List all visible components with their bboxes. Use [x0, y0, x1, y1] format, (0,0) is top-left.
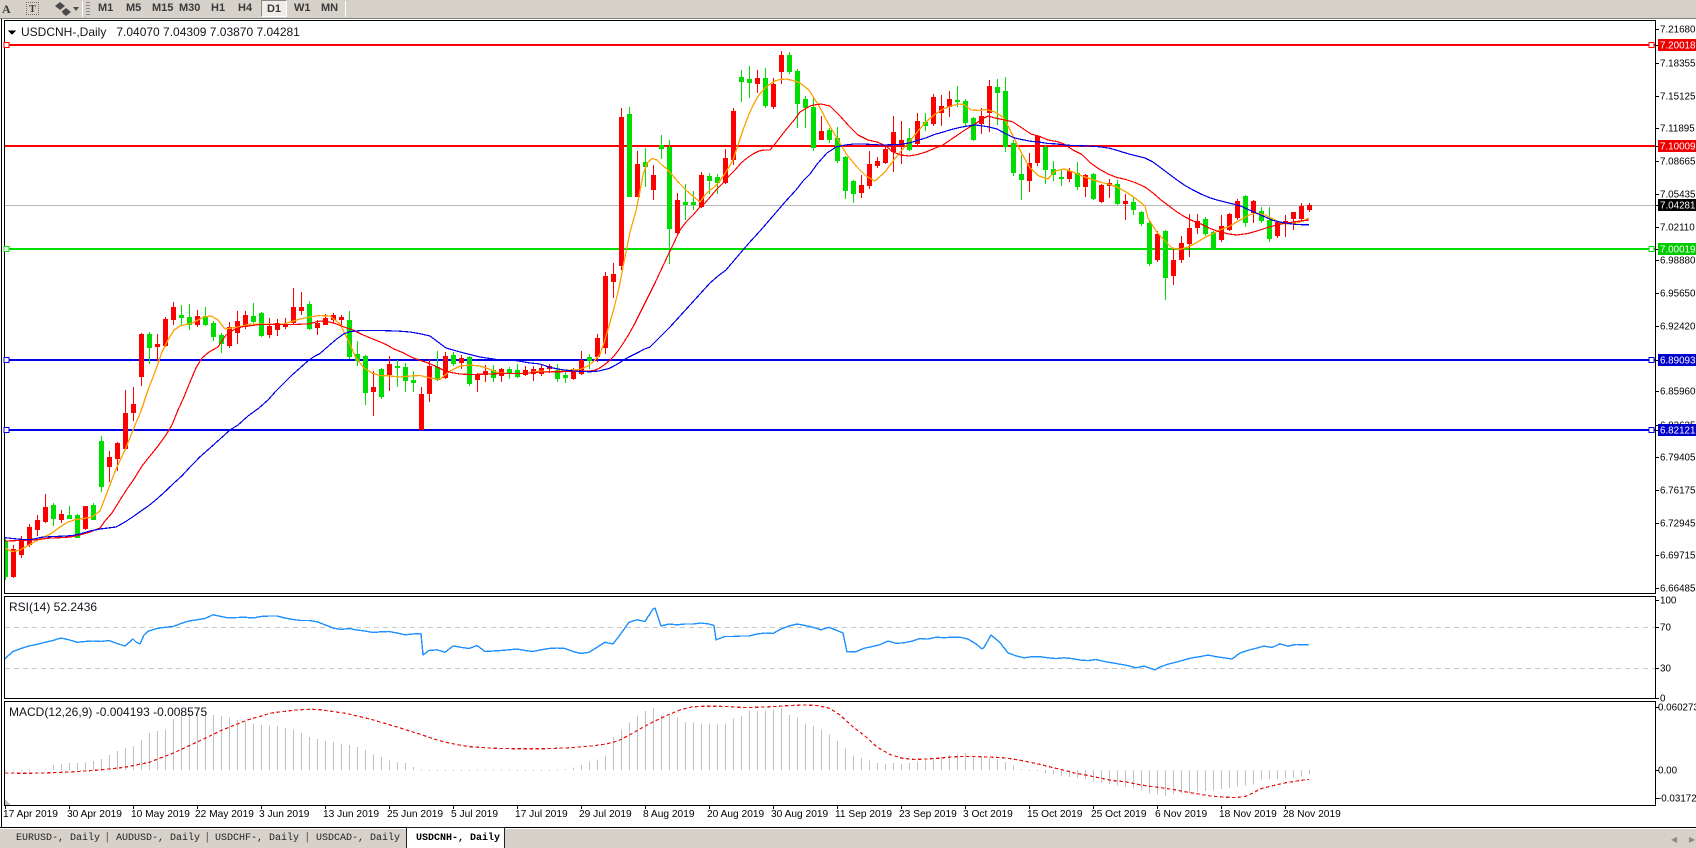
svg-text:18 Nov 2019: 18 Nov 2019 — [1219, 809, 1277, 820]
svg-text:25 Jun 2019: 25 Jun 2019 — [387, 809, 443, 820]
svg-text:0.060273: 0.060273 — [1658, 703, 1696, 714]
svg-text:25 Oct 2019: 25 Oct 2019 — [1091, 809, 1147, 820]
svg-text:3 Jun 2019: 3 Jun 2019 — [259, 809, 310, 820]
svg-text:6.76175: 6.76175 — [1660, 486, 1696, 497]
svg-text:7.05435: 7.05435 — [1660, 190, 1696, 201]
svg-text:28 Nov 2019: 28 Nov 2019 — [1283, 809, 1341, 820]
svg-text:6.92420: 6.92420 — [1660, 322, 1696, 333]
svg-text:7.11895: 7.11895 — [1660, 124, 1695, 135]
svg-text:20 Aug 2019: 20 Aug 2019 — [707, 809, 765, 820]
svg-text:0: 0 — [1660, 694, 1666, 705]
svg-text:6.69715: 6.69715 — [1660, 551, 1696, 562]
svg-text:0.00: 0.00 — [1658, 766, 1678, 777]
svg-text:7.21680: 7.21680 — [1660, 25, 1696, 36]
svg-text:7.15125: 7.15125 — [1660, 92, 1696, 103]
svg-text:6 Nov 2019: 6 Nov 2019 — [1155, 809, 1207, 820]
svg-text:23 Sep 2019: 23 Sep 2019 — [899, 809, 957, 820]
svg-text:6.98880: 6.98880 — [1660, 256, 1696, 267]
svg-text:-0.031725: -0.031725 — [1658, 794, 1696, 805]
svg-text:13 Jun 2019: 13 Jun 2019 — [323, 809, 379, 820]
svg-text:7.08665: 7.08665 — [1660, 157, 1696, 168]
svg-text:6.95650: 6.95650 — [1660, 289, 1696, 300]
svg-text:6.66485: 6.66485 — [1660, 584, 1696, 595]
svg-text:7.04281: 7.04281 — [1660, 201, 1695, 212]
svg-text:6.79405: 6.79405 — [1660, 453, 1696, 464]
svg-text:3 Oct 2019: 3 Oct 2019 — [963, 809, 1013, 820]
svg-text:70: 70 — [1660, 623, 1671, 634]
svg-text:6.72945: 6.72945 — [1660, 519, 1696, 530]
svg-text:15 Oct 2019: 15 Oct 2019 — [1027, 809, 1083, 820]
svg-text:17 Jul 2019: 17 Jul 2019 — [515, 809, 568, 820]
svg-text:29 Jul 2019: 29 Jul 2019 — [579, 809, 632, 820]
svg-text:22 May 2019: 22 May 2019 — [195, 809, 254, 820]
svg-text:6.89093: 6.89093 — [1660, 356, 1696, 367]
svg-text:6.85960: 6.85960 — [1660, 387, 1696, 398]
svg-text:17 Apr 2019: 17 Apr 2019 — [3, 809, 58, 820]
svg-text:11 Sep 2019: 11 Sep 2019 — [835, 809, 892, 820]
svg-text:7.00019: 7.00019 — [1660, 245, 1695, 256]
svg-text:6.82121: 6.82121 — [1660, 426, 1695, 437]
svg-text:30: 30 — [1660, 664, 1671, 675]
svg-text:7.10009: 7.10009 — [1660, 142, 1695, 153]
svg-text:USDCNH-,Daily 7.04070 7.0430: USDCNH-,Daily 7.04070 7.04309 7.03870 7.… — [21, 25, 300, 39]
svg-text:7.18355: 7.18355 — [1660, 59, 1696, 70]
svg-text:100: 100 — [1660, 596, 1677, 607]
svg-text:7.02110: 7.02110 — [1660, 223, 1695, 234]
svg-text:30 Aug 2019: 30 Aug 2019 — [771, 809, 829, 820]
svg-text:5 Jul 2019: 5 Jul 2019 — [451, 809, 498, 820]
svg-text:30 Apr 2019: 30 Apr 2019 — [67, 809, 122, 820]
svg-text:10 May 2019: 10 May 2019 — [131, 809, 190, 820]
svg-text:7.20018: 7.20018 — [1660, 41, 1696, 52]
svg-text:8 Aug 2019: 8 Aug 2019 — [643, 809, 695, 820]
svg-text:RSI(14) 52.2436: RSI(14) 52.2436 — [9, 600, 97, 614]
svg-text:MACD(12,26,9) -0.004193 -0.008: MACD(12,26,9) -0.004193 -0.008575 — [9, 705, 207, 719]
